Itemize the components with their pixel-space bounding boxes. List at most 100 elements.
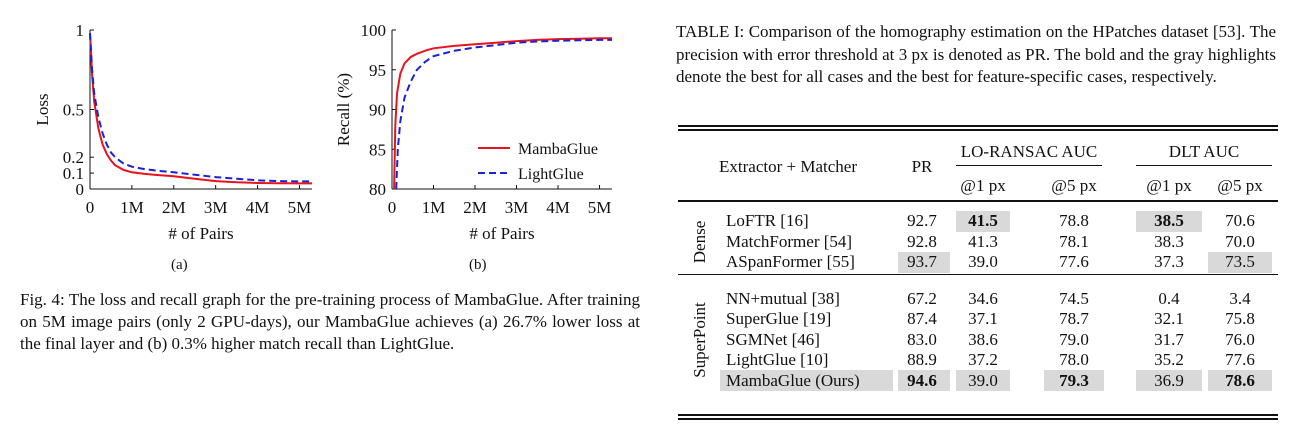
- group-label: Dense: [690, 220, 709, 263]
- metric-value: 78.8: [1059, 211, 1089, 230]
- metric-value: 83.0: [907, 329, 937, 349]
- method-name: MambaGlue (Ours): [726, 370, 860, 390]
- x-tick-label: 2M: [463, 198, 487, 217]
- gray-highlight: [1136, 370, 1202, 391]
- y-tick-label: 80: [369, 180, 386, 199]
- top-rule: [678, 125, 1278, 127]
- header-lo-ransac: LO-RANSAC AUC: [960, 142, 1098, 161]
- y-tick-label: 95: [369, 61, 386, 80]
- bottom-rule: [678, 414, 1278, 416]
- gray-highlight: [720, 370, 893, 391]
- metric-value: 77.6: [1059, 252, 1089, 271]
- gray-highlight: [898, 370, 950, 391]
- metric-value: 41.3: [968, 231, 998, 251]
- x-axis-label: # of Pairs: [168, 224, 233, 243]
- x-tick-label: 1M: [422, 198, 446, 217]
- metric-value: 39.0: [968, 252, 998, 271]
- y-tick-label: 85: [369, 140, 386, 159]
- sublabel-a: (a): [171, 257, 188, 273]
- metric-value: 41.5: [968, 211, 998, 230]
- method-name: LoFTR [16]: [726, 211, 809, 230]
- comparison-table: Extractor + Matcher PR LO-RANSAC AUC DLT…: [678, 125, 1278, 425]
- metric-value: 73.5: [1225, 252, 1255, 271]
- group-rule: [678, 273, 1278, 275]
- method-name: ASpanFormer [55]: [726, 252, 855, 271]
- metric-value: 34.6: [968, 288, 998, 308]
- method-name: MatchFormer [54]: [726, 231, 853, 251]
- metric-value: 0.4: [1158, 288, 1180, 308]
- x-tick-label: 3M: [204, 198, 228, 217]
- lo-ransac-underline: [956, 165, 1102, 166]
- metric-value: 92.8: [907, 231, 937, 251]
- gray-highlight: [898, 251, 950, 273]
- series-line-lightglue: [395, 38, 612, 190]
- metric-value: 87.4: [907, 309, 937, 328]
- header-lo-at5: @5 px: [1051, 176, 1097, 195]
- y-tick-label: 0.1: [63, 164, 84, 183]
- metric-value: 78.0: [1059, 350, 1089, 369]
- bottom-rule-2: [678, 418, 1278, 420]
- x-tick-label: 4M: [546, 198, 570, 217]
- metric-value: 94.6: [907, 370, 937, 390]
- dlt-underline: [1136, 165, 1272, 166]
- header-lo-at1: @1 px: [960, 176, 1006, 195]
- method-name: NN+mutual [38]: [726, 288, 840, 308]
- metric-value: 32.1: [1154, 309, 1184, 328]
- metric-value: 36.9: [1154, 370, 1184, 390]
- y-tick-label: 0.5: [63, 101, 84, 120]
- series-line-mambaglue: [393, 37, 612, 190]
- sublabel-b: (b): [469, 257, 487, 273]
- y-tick-label: 1: [76, 21, 85, 40]
- gray-highlight: [1136, 210, 1202, 232]
- header-method: Extractor + Matcher: [719, 157, 857, 176]
- x-tick-label: 4M: [246, 198, 270, 217]
- legend: MambaGlue LightGlue: [478, 141, 598, 183]
- gray-highlight: [1044, 370, 1104, 391]
- group-label: SuperPoint: [690, 301, 709, 378]
- metric-value: 37.1: [968, 309, 998, 328]
- y-tick-label: 90: [369, 101, 386, 120]
- metric-value: 77.6: [1225, 350, 1255, 369]
- loss-plot: 0 1M 2M 3M 4M 5M 00.10.2 0.5 1 # of Pairs Loss: [33, 21, 312, 243]
- gray-highlight: [1208, 370, 1272, 391]
- header-pr: PR: [911, 157, 933, 176]
- legend-label-mambaglue: MambaGlue: [518, 141, 598, 158]
- metric-value: 3.4: [1229, 288, 1251, 308]
- y-tick-label: 0: [76, 180, 85, 199]
- legend-label-lightglue: LightGlue: [518, 166, 584, 183]
- method-name: LightGlue [10]: [726, 350, 829, 369]
- x-tick-label: 3M: [505, 198, 529, 217]
- metric-value: 67.2: [907, 288, 937, 308]
- metric-value: 38.3: [1154, 231, 1184, 251]
- y-axis-label: Recall (%): [334, 73, 353, 146]
- metric-value: 38.5: [1154, 211, 1184, 230]
- metric-value: 74.5: [1059, 288, 1089, 308]
- figure-caption: Fig. 4: The loss and recall graph for th…: [20, 290, 640, 353]
- metric-value: 75.8: [1225, 309, 1255, 328]
- metric-value: 35.2: [1154, 350, 1184, 369]
- top-rule-2: [678, 129, 1278, 131]
- x-tick-label: 5M: [288, 198, 312, 217]
- metric-value: 79.3: [1059, 370, 1089, 390]
- x-tick-label: 0: [388, 198, 397, 217]
- metric-value: 78.6: [1225, 370, 1255, 390]
- x-tick-label: 1M: [120, 198, 144, 217]
- metric-value: 70.0: [1225, 231, 1255, 251]
- metric-value: 92.7: [907, 211, 937, 230]
- gray-highlight: [956, 210, 1010, 232]
- x-tick-label: 0: [86, 198, 95, 217]
- header-dlt-at1: @1 px: [1146, 176, 1192, 195]
- metric-value: 93.7: [907, 252, 937, 271]
- y-tick-label: 0.2: [63, 148, 84, 167]
- metric-value: 88.9: [907, 350, 937, 369]
- y-tick-label: 100: [361, 21, 387, 40]
- metric-value: 78.7: [1059, 309, 1089, 328]
- header-rule: [678, 200, 1278, 202]
- recall-plot: 0 1M 2M 3M 4M 5M 80 85 90 95 100 # of Pairs Recall (…: [334, 21, 612, 243]
- metric-value: 39.0: [968, 370, 998, 390]
- series-line-mambaglue: [89, 33, 312, 185]
- y-axis-label: Loss: [33, 93, 52, 125]
- method-name: SGMNet [46]: [726, 329, 820, 349]
- metric-value: 37.3: [1154, 252, 1184, 271]
